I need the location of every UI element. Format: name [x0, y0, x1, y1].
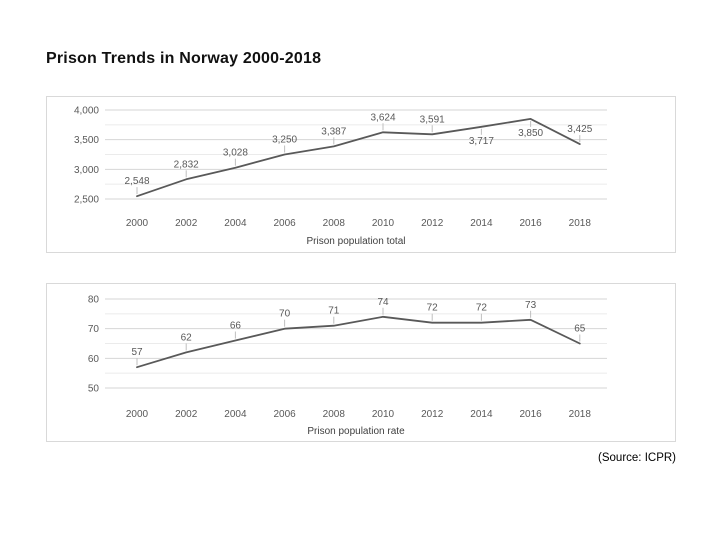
svg-text:3,591: 3,591 [420, 114, 445, 125]
svg-text:2012: 2012 [421, 218, 444, 229]
svg-text:3,425: 3,425 [567, 124, 592, 135]
svg-text:70: 70 [88, 324, 100, 335]
svg-text:74: 74 [377, 297, 389, 308]
axis-title: Prison population total [307, 236, 406, 247]
svg-text:2006: 2006 [273, 409, 296, 420]
svg-text:2012: 2012 [421, 409, 444, 420]
svg-text:72: 72 [427, 303, 439, 314]
minor-gridlines [105, 124, 607, 185]
svg-text:3,717: 3,717 [469, 136, 494, 147]
svg-text:2016: 2016 [519, 409, 542, 420]
prison-population-rate-chart-svg: 50 60 70 80 57 62 66 70 71 74 72 72 73 65 2000 2002 2004… [88, 295, 607, 437]
svg-text:2000: 2000 [126, 218, 149, 229]
svg-text:57: 57 [131, 347, 143, 358]
svg-text:2016: 2016 [519, 218, 542, 229]
x-axis-labels: 2000 2002 2004 2006 2008 2010 2012 2014 2016 2018 [126, 218, 591, 229]
prison-population-total-chart-panel: 2,500 3,000 3,500 4,000 2,548 2,832 3,028 3,250… [46, 96, 676, 253]
svg-text:71: 71 [328, 306, 340, 317]
svg-text:3,387: 3,387 [321, 126, 346, 137]
svg-text:66: 66 [230, 321, 242, 332]
svg-text:2008: 2008 [323, 409, 346, 420]
svg-text:2014: 2014 [470, 218, 493, 229]
y-axis-labels: 50 60 70 80 [88, 295, 100, 395]
svg-text:3,624: 3,624 [370, 112, 395, 123]
data-label-leaders [136, 307, 581, 366]
svg-text:4,000: 4,000 [74, 106, 99, 117]
svg-text:2000: 2000 [126, 409, 149, 420]
svg-text:3,000: 3,000 [74, 165, 99, 176]
axis-title: Prison population rate [307, 426, 405, 437]
svg-text:3,250: 3,250 [272, 135, 297, 146]
svg-text:72: 72 [476, 303, 488, 314]
svg-text:2002: 2002 [175, 218, 198, 229]
svg-text:62: 62 [181, 332, 193, 343]
svg-text:2004: 2004 [224, 409, 247, 420]
svg-text:60: 60 [88, 354, 100, 365]
svg-text:2,548: 2,548 [124, 176, 149, 187]
prison-population-rate-chart-panel: 50 60 70 80 57 62 66 70 71 74 72 72 73 65 2000 2002 2004… [46, 283, 676, 442]
major-gridlines [105, 298, 607, 389]
prison-population-total-chart-svg: 2,500 3,000 3,500 4,000 2,548 2,832 3,028 3,250… [74, 106, 607, 247]
svg-text:3,500: 3,500 [74, 135, 99, 146]
data-labels: 57 62 66 70 71 74 72 72 73 65 [131, 297, 585, 358]
svg-text:2004: 2004 [224, 218, 247, 229]
svg-text:2006: 2006 [273, 218, 296, 229]
data-label-leaders [136, 120, 581, 195]
x-axis-labels: 2000 2002 2004 2006 2008 2010 2012 2014 2016 2018 [126, 409, 591, 420]
y-axis-labels: 2,500 3,000 3,500 4,000 [74, 106, 99, 206]
svg-text:65: 65 [574, 324, 586, 335]
svg-text:3,028: 3,028 [223, 148, 248, 159]
svg-text:50: 50 [88, 384, 100, 395]
svg-text:80: 80 [88, 295, 100, 306]
svg-text:2014: 2014 [470, 409, 493, 420]
svg-text:2008: 2008 [323, 218, 346, 229]
svg-text:2,832: 2,832 [174, 159, 199, 170]
series-line [136, 117, 581, 198]
svg-text:73: 73 [525, 300, 537, 311]
data-labels: 2,548 2,832 3,028 3,250 3,387 3,624 3,591 3,717… [124, 112, 592, 187]
svg-text:2010: 2010 [372, 409, 395, 420]
svg-text:3,850: 3,850 [518, 128, 543, 139]
svg-text:70: 70 [279, 309, 291, 320]
page-title: Prison Trends in Norway 2000-2018 [46, 50, 322, 67]
svg-text:2018: 2018 [569, 218, 592, 229]
minor-gridlines [105, 313, 607, 374]
svg-text:2010: 2010 [372, 218, 395, 229]
svg-text:2,500: 2,500 [74, 195, 99, 206]
source-note: (Source: ICPR) [598, 452, 676, 464]
series-line [136, 315, 581, 369]
svg-text:2018: 2018 [569, 409, 592, 420]
svg-text:2002: 2002 [175, 409, 198, 420]
